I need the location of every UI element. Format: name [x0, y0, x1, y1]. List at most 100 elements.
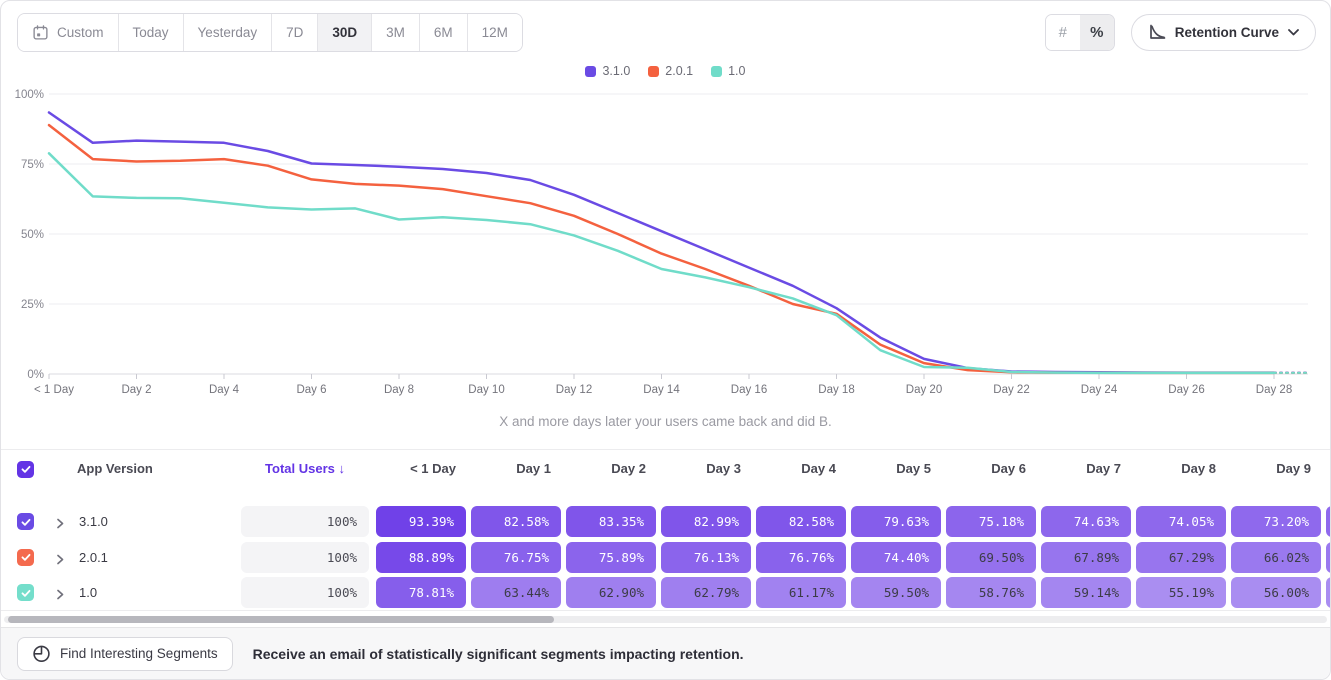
x-axis-label: Day 22 — [993, 384, 1029, 396]
retention-cell-3.1.0-day4[interactable]: 82.58% — [756, 506, 846, 537]
range-button-6m[interactable]: 6M — [419, 13, 468, 51]
select-all-checkbox[interactable] — [17, 460, 34, 478]
range-button-today[interactable]: Today — [118, 13, 184, 51]
y-axis-label: 0% — [27, 369, 44, 381]
percent-icon: % — [1090, 23, 1104, 41]
retention-cell-2.0.1-day7[interactable]: 67.89% — [1041, 541, 1131, 573]
retention-cell-3.1.0-day3[interactable]: 82.99% — [661, 506, 751, 537]
retention-cell-overflow — [1326, 577, 1330, 608]
column-header-day-5[interactable]: Day 5 — [896, 461, 931, 476]
column-header-day-4[interactable]: Day 4 — [801, 461, 836, 476]
count-mode-button[interactable]: # — [1045, 14, 1080, 50]
column-header-day-6[interactable]: Day 6 — [991, 461, 1026, 476]
range-button-7d[interactable]: 7D — [272, 13, 319, 51]
column-header-day-9[interactable]: Day 9 — [1276, 461, 1311, 476]
column-header-day-2[interactable]: Day 2 — [611, 461, 646, 476]
range-button-3m[interactable]: 3M — [372, 13, 420, 51]
retention-cell-2.0.1-day0[interactable]: 88.89% — [376, 541, 466, 573]
x-axis-label: Day 4 — [209, 384, 240, 396]
legend-item-3.1.0[interactable]: 3.1.0 — [585, 64, 630, 78]
row-checkbox-1.0[interactable] — [17, 584, 34, 601]
legend-item-1.0[interactable]: 1.0 — [711, 64, 746, 78]
legend-swatch — [711, 65, 723, 77]
retention-cell-1.0-day5[interactable]: 59.50% — [851, 577, 941, 608]
checkmark-icon — [21, 553, 30, 561]
x-axis-description: X and more days later your users came ba… — [499, 414, 832, 429]
retention-cell-3.1.0-day9[interactable]: 73.20% — [1231, 506, 1321, 537]
retention-cell-2.0.1-day2[interactable]: 75.89% — [566, 541, 656, 573]
x-axis-label: Day 24 — [1081, 384, 1118, 396]
retention-cell-1.0-day8[interactable]: 55.19% — [1136, 577, 1226, 608]
table-header-row: App Version Total Users ↓ < 1 Day Day 1 Da… — [1, 451, 1330, 487]
x-axis-label: Day 18 — [818, 384, 854, 396]
find-interesting-segments-button[interactable]: Find Interesting Segments — [17, 636, 233, 671]
retention-cell-2.0.1-day3[interactable]: 76.13% — [661, 541, 751, 573]
range-button-12m[interactable]: 12M — [467, 13, 522, 51]
total-users-cell: 100% — [241, 541, 369, 573]
retention-line-chart: 100% 75% 50% 25% 0% < 1 Day Day 2 Day 4 Day 6 Day… — [15, 89, 1308, 396]
retention-cell-1.0-day4[interactable]: 61.17% — [756, 577, 846, 608]
column-header-day-8[interactable]: Day 8 — [1181, 461, 1216, 476]
retention-cell-1.0-day6[interactable]: 58.76% — [946, 577, 1036, 608]
series-line-3.1.0 — [47, 111, 1276, 374]
retention-cell-3.1.0-day5[interactable]: 79.63% — [851, 506, 941, 537]
retention-cell-3.1.0-day7[interactable]: 74.63% — [1041, 506, 1131, 537]
retention-cell-1.0-day0[interactable]: 78.81% — [376, 577, 466, 608]
legend-label: 1.0 — [728, 64, 746, 78]
hash-icon: # — [1058, 23, 1067, 41]
retention-cell-3.1.0-day2[interactable]: 83.35% — [566, 506, 656, 537]
retention-cell-1.0-day7[interactable]: 59.14% — [1041, 577, 1131, 608]
legend-label: 2.0.1 — [665, 64, 694, 78]
x-axis-label: < 1 Day — [34, 384, 74, 396]
table-top-divider — [1, 449, 1330, 450]
column-header-day-3[interactable]: Day 3 — [706, 461, 741, 476]
range-label: Yesterday — [197, 24, 258, 40]
chart-type-label: Retention Curve — [1174, 24, 1279, 40]
chevron-right-icon[interactable] — [55, 516, 65, 534]
chart-legend: 3.1.0 2.0.1 1.0 — [1, 64, 1330, 78]
legend-item-2.0.1[interactable]: 2.0.1 — [648, 64, 693, 78]
column-header-day-1[interactable]: Day 1 — [516, 461, 551, 476]
calendar-icon — [33, 24, 48, 40]
range-button-30d[interactable]: 30D — [318, 13, 373, 51]
chevron-right-icon[interactable] — [55, 587, 65, 605]
column-header-app-version[interactable]: App Version — [77, 461, 153, 476]
retention-cell-3.1.0-day6[interactable]: 75.18% — [946, 506, 1036, 537]
retention-cell-2.0.1-day6[interactable]: 69.50% — [946, 541, 1036, 573]
x-axis-label: Day 2 — [121, 384, 151, 396]
x-axis-label: Day 26 — [1168, 384, 1204, 396]
horizontal-scrollbar-thumb[interactable] — [8, 616, 554, 623]
table-bottom-divider — [1, 610, 1330, 611]
table-row-1.0: 1.0 100% 78.81% 63.44% 62.90% 62.79% 61.17% 59.… — [1, 577, 1330, 608]
range-button-yesterday[interactable]: Yesterday — [183, 13, 273, 51]
table-row-2.0.1: 2.0.1 100% 88.89% 76.75% 75.89% 76.13% 76.76% 7… — [1, 541, 1330, 573]
row-checkbox-3.1.0[interactable] — [17, 513, 34, 530]
x-axis-label: Day 8 — [384, 384, 414, 396]
row-checkbox-2.0.1[interactable] — [17, 548, 34, 566]
chevron-right-icon[interactable] — [55, 552, 65, 570]
retention-cell-2.0.1-day1[interactable]: 76.75% — [471, 541, 561, 573]
retention-cell-1.0-day9[interactable]: 56.00% — [1231, 577, 1321, 608]
retention-cell-1.0-day1[interactable]: 63.44% — [471, 577, 561, 608]
horizontal-scrollbar-track[interactable] — [4, 616, 1327, 623]
retention-cell-2.0.1-day9[interactable]: 66.02% — [1231, 541, 1321, 573]
retention-cell-2.0.1-day8[interactable]: 67.29% — [1136, 541, 1226, 573]
x-axis-label: Day 6 — [296, 384, 326, 396]
column-header--1-day[interactable]: < 1 Day — [410, 461, 456, 476]
chart-type-dropdown[interactable]: Retention Curve — [1130, 13, 1316, 51]
signal-icon — [33, 645, 50, 663]
retention-cell-3.1.0-day8[interactable]: 74.05% — [1136, 506, 1226, 537]
column-header-day-7[interactable]: Day 7 — [1086, 461, 1121, 476]
retention-cell-1.0-day3[interactable]: 62.79% — [661, 577, 751, 608]
retention-cell-2.0.1-day4[interactable]: 76.76% — [756, 541, 846, 573]
retention-cell-2.0.1-day5[interactable]: 74.40% — [851, 541, 941, 573]
range-button-custom[interactable]: Custom — [18, 13, 119, 51]
retention-cell-3.1.0-day0[interactable]: 93.39% — [376, 506, 466, 537]
retention-cell-1.0-day2[interactable]: 62.90% — [566, 577, 656, 608]
x-axis-label: Day 10 — [468, 384, 504, 396]
retention-cell-3.1.0-day1[interactable]: 82.58% — [471, 506, 561, 537]
column-header-total-users-sorted[interactable]: Total Users ↓ — [265, 461, 345, 476]
percent-mode-button[interactable]: % — [1079, 14, 1114, 50]
toolbar-right: # % Retention Curve — [1044, 13, 1316, 51]
